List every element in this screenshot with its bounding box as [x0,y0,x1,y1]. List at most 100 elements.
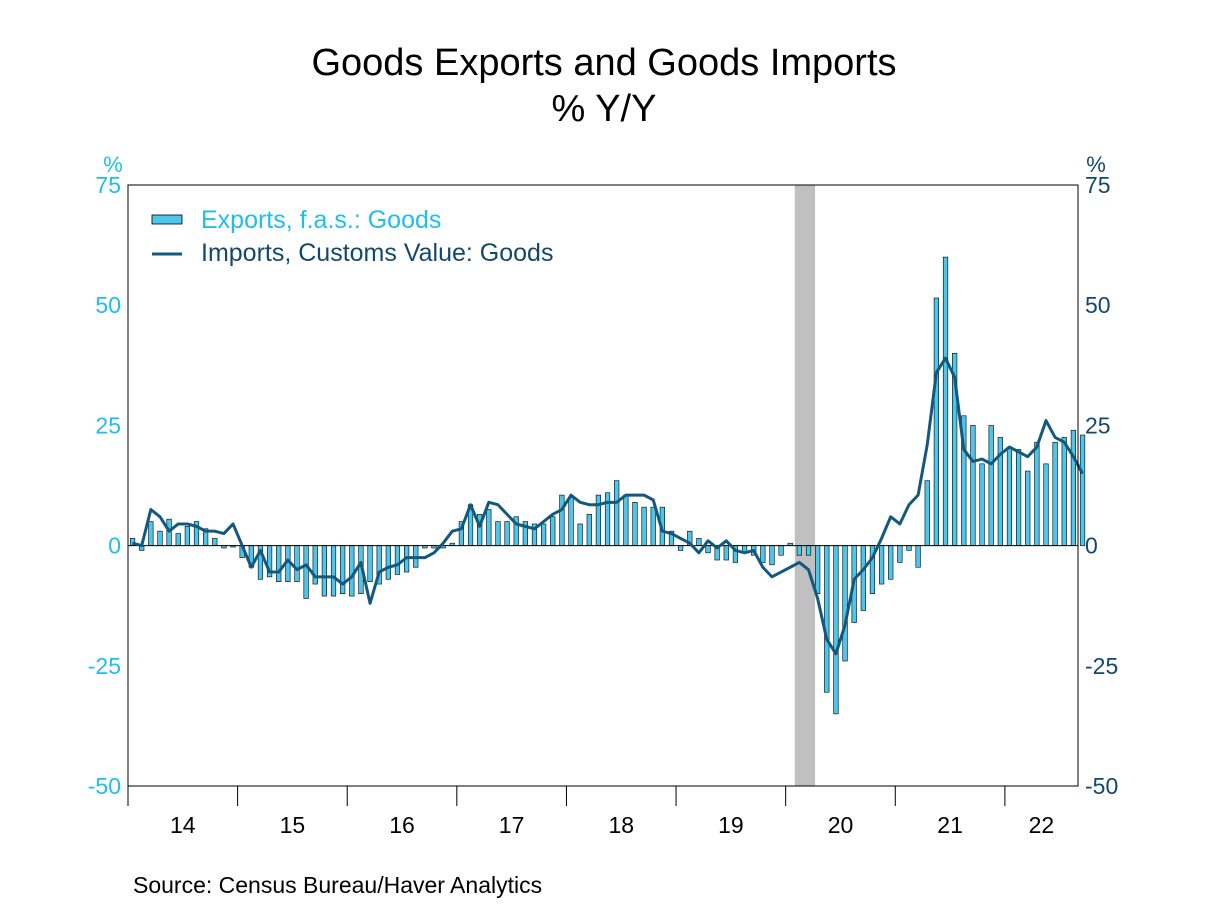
export-bar [888,545,894,580]
export-bar [559,494,565,546]
recession-layer [794,185,816,786]
export-bar [915,545,921,568]
x-tick-label: 20 [828,812,854,838]
x-tick-label: 18 [609,812,635,838]
export-bar [1070,429,1076,546]
export-bar [614,480,620,546]
right-y-tick-label: 75 [1085,172,1111,198]
export-bars [129,256,1086,715]
export-bar [641,506,647,546]
axes: 75 75 50 50 25 25 0 0 -25 -25 -50 -50% % 14 15 16 17 18 19… [88,152,1119,838]
source-note: Source: Census Bureau/Haver Analytics [133,872,543,898]
x-tick-label: 14 [170,812,196,838]
export-bar [933,297,939,546]
export-bar [595,494,602,546]
x-tick-label: 21 [937,812,963,838]
right-axis-unit: % [1086,152,1106,177]
chart-title: Goods Exports and Goods Imports [311,42,897,84]
export-bar [650,506,656,546]
export-bar [184,526,190,546]
export-bar [303,545,309,599]
export-bar [349,545,355,597]
imports-line [132,356,1084,656]
export-bar [157,530,163,546]
export-bar [760,545,766,563]
export-bar [796,545,802,556]
export-bar [988,425,994,546]
export-bar [1079,434,1086,546]
export-bar [1061,437,1067,546]
export-bar [842,545,848,662]
export-bar [148,521,154,546]
export-bar [394,545,401,575]
x-tick-label: 15 [280,812,306,838]
export-bar [276,545,282,582]
export-bar [385,545,391,580]
left-axis-unit: % [103,152,123,177]
export-bar [586,514,592,546]
legend: Exports, f.a.s.: Goods Imports, Customs V… [151,206,553,267]
export-bar [815,545,821,594]
export-bar [696,538,702,546]
export-bar [175,533,181,546]
export-bar [778,545,784,556]
export-bar [942,256,949,546]
export-bar [723,545,729,561]
left-y-tick-label: 0 [108,533,121,559]
export-bar [623,494,629,546]
export-bar [1052,441,1058,546]
left-y-tick-label: 75 [95,172,121,198]
export-bar [212,538,218,546]
left-y-tick-label: 25 [95,412,121,438]
right-y-tick-label: 0 [1085,533,1098,559]
export-bar [805,545,812,556]
export-bar [1034,441,1040,546]
left-y-tick-label: 50 [95,292,121,318]
plot-frame [127,184,1079,787]
export-bar [321,545,327,597]
x-tick-label: 16 [389,812,415,838]
left-y-tick-label: -25 [88,653,121,679]
export-bar [330,545,337,597]
export-bar [550,516,556,546]
export-bar [678,545,684,551]
export-bar [577,523,583,546]
recession-band [794,185,816,786]
export-bar [1015,449,1022,546]
export-bar [970,425,976,546]
left-y-tick-label: -50 [88,773,121,799]
export-bar [769,545,775,566]
export-bar [897,545,903,563]
x-tick-label: 19 [718,812,744,838]
export-bar [541,523,547,546]
x-tick-label: 17 [499,812,525,838]
export-bar [486,509,492,546]
legend-swatch-exports [151,214,183,225]
export-bar [504,521,510,546]
export-bar [294,545,300,582]
right-y-tick-label: -25 [1085,653,1118,679]
export-bar [705,545,711,554]
export-bar [878,545,885,585]
export-bar [604,492,611,546]
legend-label-exports: Exports, f.a.s.: Goods [201,206,441,234]
right-y-tick-label: -50 [1085,773,1118,799]
export-bar [632,502,638,546]
chart-subtitle: % Y/Y [551,88,657,130]
legend-label-imports: Imports, Customs Value: Goods [201,239,553,267]
export-bar [1043,463,1049,546]
export-bar [860,545,866,611]
export-bar [568,497,574,546]
export-bar [906,545,912,551]
export-bar [1025,470,1031,546]
export-bar [833,545,839,715]
right-y-tick-label: 25 [1085,412,1111,438]
right-y-tick-label: 50 [1085,292,1111,318]
export-bar [824,545,830,693]
export-bar [979,463,985,546]
export-bar [1006,446,1013,546]
x-tick-label: 22 [1029,812,1055,838]
export-bar [367,545,373,582]
export-bar [340,545,346,594]
